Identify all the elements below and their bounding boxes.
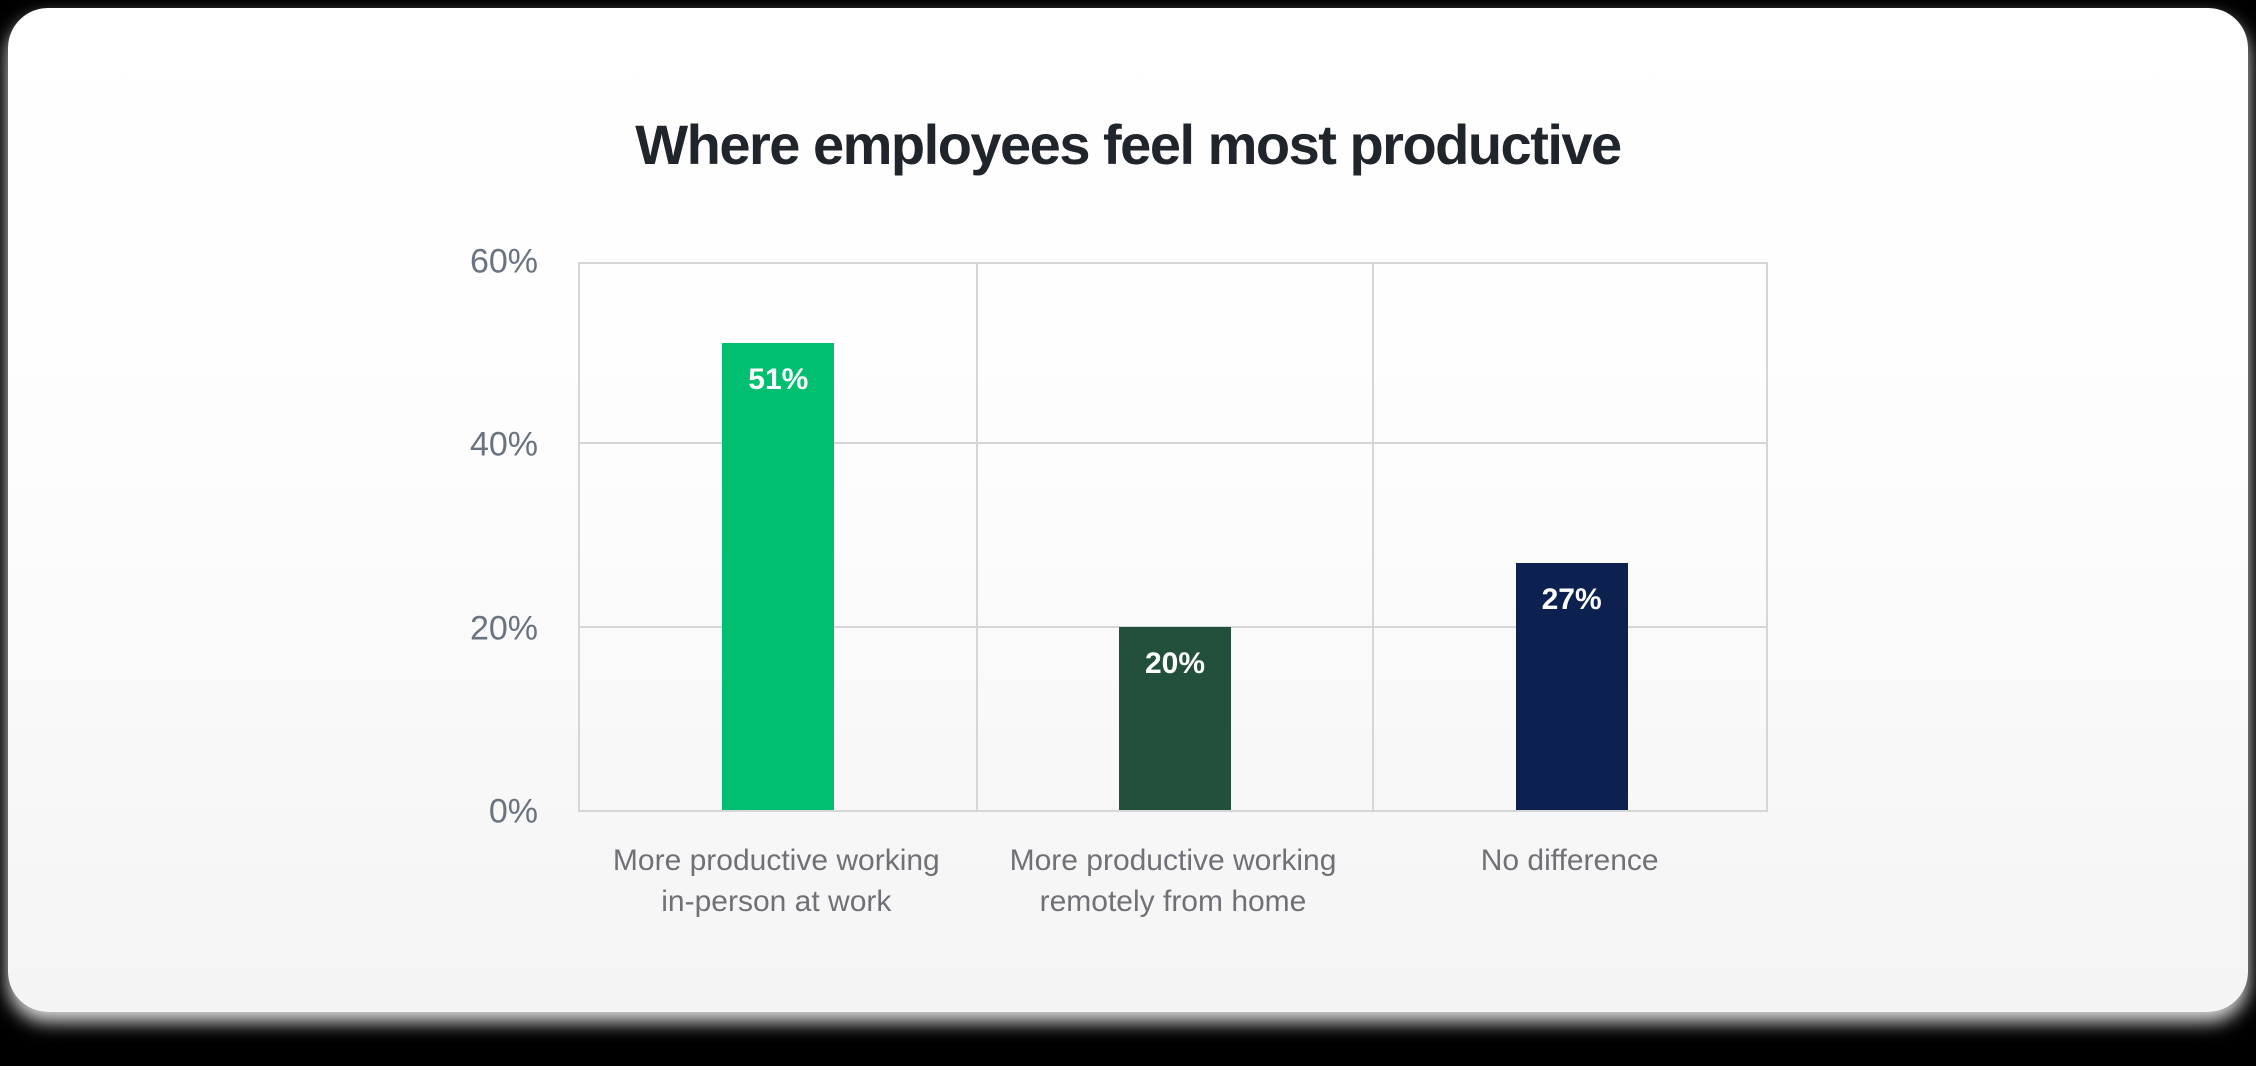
gridline-y-40 (580, 442, 1766, 445)
y-tick-label-60: 60% (469, 242, 538, 281)
y-tick-label-40: 40% (469, 425, 538, 464)
bar-value-label: 20% (1144, 646, 1206, 680)
category-label-text: More productive working remotely from ho… (1009, 844, 1337, 919)
chart-title: Where employees feel most productive (635, 113, 1622, 176)
y-tick-label-0: 0% (488, 792, 538, 831)
gridline-x-1 (975, 264, 978, 810)
bar-1: 51% (722, 342, 835, 810)
category-label-2: More productive working remotely from ho… (975, 840, 1372, 923)
bar-value-label: 51% (748, 362, 809, 396)
category-label-text: No difference (1480, 844, 1659, 877)
plot-area: 51% 20% 27% (578, 262, 1768, 812)
category-label-1: More productive working in-person at wor… (578, 840, 975, 923)
bar-2: 20% (1119, 626, 1231, 810)
category-label-3: No difference (1371, 840, 1768, 881)
chart-card: Where employees feel most productive 51%… (8, 8, 2248, 1012)
bar-3: 27% (1515, 562, 1628, 810)
bar-value-label: 27% (1541, 582, 1602, 616)
y-tick-label-20: 20% (469, 609, 538, 648)
gridline-x-2 (1372, 264, 1375, 810)
category-label-text: More productive working in-person at wor… (612, 844, 940, 919)
